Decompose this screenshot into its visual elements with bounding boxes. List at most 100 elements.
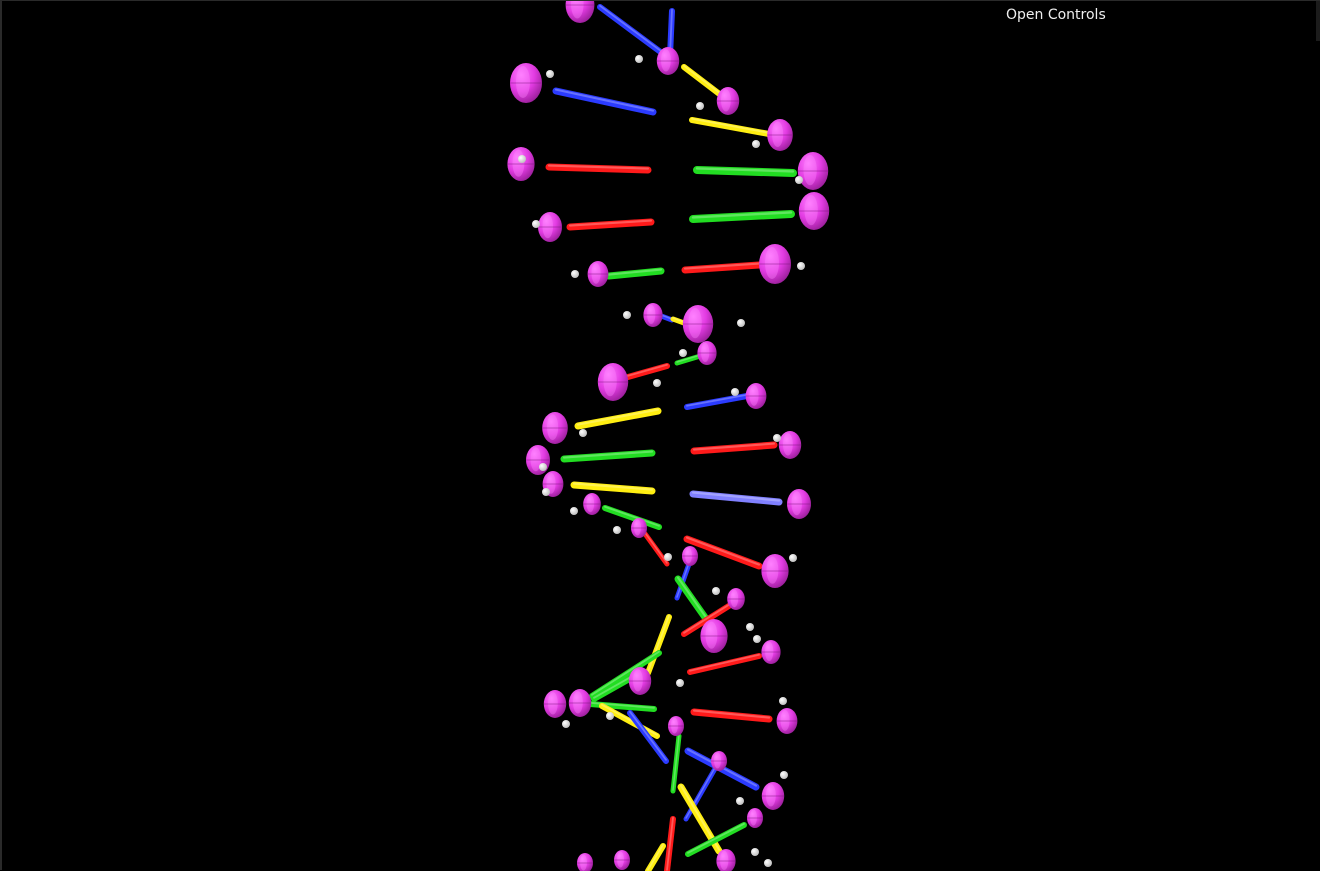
base-bond-highlight-8: [691, 211, 793, 219]
base-bond-highlight-19: [572, 482, 654, 491]
backbone-node-28: [628, 667, 652, 695]
base-bond-highlight-41: [647, 843, 664, 871]
backbone-node-31: [776, 708, 798, 734]
base-bond-highlight-37: [685, 765, 717, 819]
scrollbar[interactable]: [1316, 1, 1320, 41]
base-bond-highlight-24: [676, 562, 690, 598]
backbone-node-25: [727, 588, 745, 610]
base-bond-highlight-27: [647, 614, 670, 673]
backbone-node-18: [526, 445, 550, 475]
base-bond-17: [560, 449, 656, 463]
base-bond-23: [683, 535, 763, 570]
hydrogen-atom-15: [773, 434, 781, 442]
hydrogen-atom-18: [570, 507, 578, 515]
base-bond-5: [545, 163, 652, 174]
base-bond-highlight-0: [599, 4, 667, 56]
base-bond-highlight-17: [562, 450, 654, 459]
backbone-node-12: [682, 305, 714, 343]
base-bond-highlight-7: [568, 219, 653, 227]
hydrogen-atom-10: [737, 319, 745, 327]
base-bond-highlight-4: [691, 117, 770, 134]
open-controls-button[interactable]: Open Controls: [1006, 7, 1106, 23]
base-bond-highlight-26: [683, 601, 733, 634]
hydrogen-atom-20: [664, 553, 672, 561]
backbone-node-14: [597, 363, 629, 401]
backbone-node-21: [583, 493, 601, 515]
base-bond-highlight-35: [672, 734, 680, 791]
base-bond-highlight-29: [591, 650, 660, 696]
backbone-node-2: [656, 47, 680, 75]
backbone-node-29: [543, 690, 567, 718]
base-bond-21: [602, 505, 662, 530]
backbone-node-1: [510, 63, 542, 103]
backbone-node-37: [614, 850, 630, 870]
backbone-node-32: [668, 716, 684, 736]
base-bond-highlight-10: [683, 262, 761, 270]
backbone-node-13: [697, 341, 717, 365]
base-bond-39: [685, 822, 747, 857]
base-bond-highlight-5: [547, 164, 650, 170]
hydrogen-atom-7: [571, 270, 579, 278]
hydrogen-atom-17: [542, 488, 550, 496]
hydrogen-atom-12: [653, 379, 661, 387]
backbone-node-23: [682, 546, 698, 566]
hydrogen-atom-29: [780, 771, 788, 779]
backbone-node-22: [631, 518, 647, 538]
base-bond-33: [599, 703, 660, 739]
hydrogen-atom-26: [562, 720, 570, 728]
hydrogen-atom-32: [764, 859, 772, 867]
backbone-node-8: [798, 192, 830, 230]
base-bond-highlight-28: [689, 653, 760, 672]
base-bond-41: [645, 843, 666, 871]
hydrogen-atom-11: [679, 349, 687, 357]
base-bond-26: [681, 601, 735, 637]
base-bond-34: [627, 710, 669, 764]
backbone-nodes-layer: [507, 1, 830, 871]
backbone-node-34: [761, 782, 785, 810]
base-bond-highlight-16: [576, 408, 660, 426]
base-bond-28: [687, 653, 762, 675]
backbone-node-0: [565, 1, 595, 23]
base-bond-15: [684, 393, 750, 410]
hydrogen-atom-4: [518, 155, 526, 163]
backbone-node-30: [568, 689, 592, 717]
backbone-node-33: [711, 751, 727, 771]
hydrogen-atom-30: [736, 797, 744, 805]
hydrogen-atom-9: [623, 311, 631, 319]
base-bond-22: [640, 528, 670, 567]
backbone-node-20: [787, 489, 811, 519]
hydrogen-atom-28: [779, 697, 787, 705]
hydrogen-atom-14: [579, 429, 587, 437]
hydrogen-atom-1: [635, 55, 643, 63]
hydrogen-atom-0: [546, 70, 554, 78]
backbone-node-16: [542, 412, 568, 444]
base-bond-10: [681, 261, 763, 274]
hydrogen-atom-21: [789, 554, 797, 562]
hydrogen-atom-6: [532, 220, 540, 228]
base-bond-12: [670, 316, 687, 326]
hydrogen-atom-31: [751, 848, 759, 856]
base-bond-highlight-3: [554, 88, 655, 112]
hydrogen-atom-16: [539, 463, 547, 471]
base-bond-7: [566, 218, 655, 231]
base-bond-25: [674, 575, 713, 627]
base-bond-highlight-33: [601, 703, 658, 736]
backbone-node-6: [797, 152, 829, 190]
base-bond-13: [625, 363, 670, 380]
hydrogen-atom-22: [712, 587, 720, 595]
backbone-node-24: [761, 554, 789, 588]
base-bond-0: [597, 4, 669, 59]
hydrogen-atom-27: [606, 712, 614, 720]
hydrogen-atom-23: [746, 623, 754, 631]
base-bond-29: [589, 650, 662, 699]
base-bond-35: [670, 733, 682, 794]
base-bond-highlight-18: [692, 442, 776, 451]
hydrogen-atom-5: [795, 176, 803, 184]
base-bond-9: [605, 267, 665, 280]
base-bond-highlight-20: [691, 491, 781, 502]
backbone-node-3: [716, 87, 740, 115]
base-bond-highlight-22: [642, 529, 668, 564]
hydrogen-atom-2: [696, 102, 704, 110]
